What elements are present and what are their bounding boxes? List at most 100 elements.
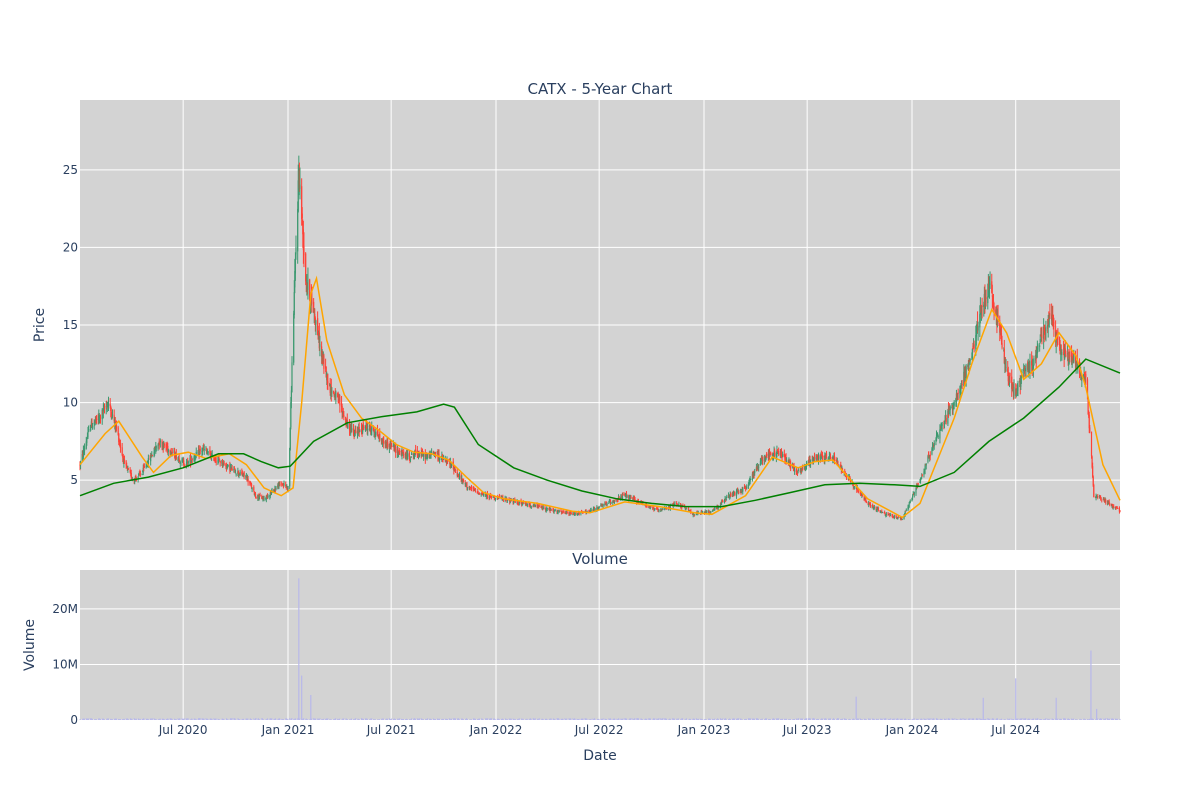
candle-body xyxy=(919,482,921,484)
volume-bar xyxy=(783,718,785,720)
candle-body xyxy=(829,456,832,460)
volume-bar xyxy=(597,719,599,720)
volume-bar xyxy=(1105,718,1107,720)
volume-bar xyxy=(824,718,826,720)
candle-body xyxy=(526,503,528,506)
volume-bar xyxy=(717,719,719,720)
volume-bar xyxy=(887,718,889,720)
volume-bar xyxy=(115,718,117,720)
candle-body xyxy=(185,465,187,466)
candle-body xyxy=(662,508,664,510)
candle-body xyxy=(426,455,428,458)
candle-body xyxy=(113,415,115,422)
volume-bar xyxy=(257,718,259,720)
volume-bar xyxy=(920,719,922,720)
volume-bar xyxy=(936,718,938,720)
candle-body xyxy=(724,498,726,500)
volume-bar xyxy=(761,719,763,720)
volume-bar xyxy=(490,718,492,720)
volume-bar xyxy=(335,718,337,720)
volume-bar xyxy=(972,718,974,720)
volume-bar xyxy=(604,718,606,720)
candle-body xyxy=(139,473,142,475)
volume-bar xyxy=(82,718,84,720)
volume-bar xyxy=(580,718,582,720)
candle-body xyxy=(833,455,836,462)
volume-bar xyxy=(505,718,507,720)
volume-bar xyxy=(1045,718,1047,720)
candle-body xyxy=(992,300,995,309)
volume-bar xyxy=(907,718,909,720)
candle-body xyxy=(590,509,592,511)
candle-body xyxy=(375,431,377,435)
candle-body xyxy=(565,513,567,514)
candle-body xyxy=(951,407,953,409)
volume-bar xyxy=(777,718,779,720)
volume-bar xyxy=(261,718,263,720)
volume-bar xyxy=(869,718,871,720)
volume-bar xyxy=(317,718,319,720)
volume-bar xyxy=(485,718,487,720)
volume-bar xyxy=(291,718,293,720)
volume-bar xyxy=(501,718,503,720)
volume-bar xyxy=(419,718,421,720)
volume-bar xyxy=(221,718,223,720)
volume-bar xyxy=(737,718,739,720)
volume-bar xyxy=(500,719,502,720)
volume-bar xyxy=(278,718,280,720)
volume-bar xyxy=(405,719,407,720)
candle-body xyxy=(341,406,343,413)
volume-bar xyxy=(996,718,998,720)
candle-body xyxy=(234,472,237,474)
volume-bar xyxy=(771,719,773,720)
candle-body xyxy=(923,471,925,475)
volume-bar xyxy=(1009,718,1011,720)
volume-bar xyxy=(375,719,377,720)
volume-bar xyxy=(195,718,197,720)
volume-bar xyxy=(788,719,790,720)
candle-body xyxy=(785,457,787,462)
candle-body xyxy=(191,459,193,461)
volume-bar xyxy=(380,719,382,720)
candle-body xyxy=(605,502,608,506)
candle-body xyxy=(722,501,724,503)
volume-bar xyxy=(512,718,514,720)
volume-bar xyxy=(756,718,758,720)
candle-body xyxy=(431,452,433,454)
candle-body xyxy=(554,509,556,511)
candle-body xyxy=(726,496,728,498)
volume-bar xyxy=(905,719,907,720)
volume-bar xyxy=(758,719,760,720)
volume-bar xyxy=(951,718,953,720)
candle-body xyxy=(87,429,90,432)
volume-bar xyxy=(560,718,562,720)
volume-bar xyxy=(701,718,703,720)
candle-body xyxy=(1023,365,1025,371)
volume-bar xyxy=(123,718,125,720)
candle-body xyxy=(750,479,752,481)
candle-body xyxy=(421,451,423,457)
candle-body xyxy=(457,475,459,476)
candle-body xyxy=(299,184,301,190)
volume-bar xyxy=(489,719,491,720)
volume-bar xyxy=(620,718,622,720)
volume-bar xyxy=(901,718,903,720)
candle-body xyxy=(87,431,89,438)
volume-bar xyxy=(1067,718,1069,720)
candle-body xyxy=(1041,334,1043,339)
volume-bar xyxy=(460,719,462,720)
candle-body xyxy=(437,451,439,457)
volume-bar xyxy=(225,718,227,720)
candle-body xyxy=(747,485,750,487)
candle-body xyxy=(370,428,372,431)
volume-bar xyxy=(785,718,787,720)
volume-bar xyxy=(402,719,404,720)
candle-body xyxy=(1068,351,1070,363)
volume-bar xyxy=(641,719,643,720)
volume-bar xyxy=(423,719,425,720)
volume-bar xyxy=(681,718,683,720)
volume-bar xyxy=(422,719,424,720)
candle-body xyxy=(327,381,329,384)
candle-body xyxy=(968,361,970,367)
volume-bar xyxy=(1020,718,1022,720)
